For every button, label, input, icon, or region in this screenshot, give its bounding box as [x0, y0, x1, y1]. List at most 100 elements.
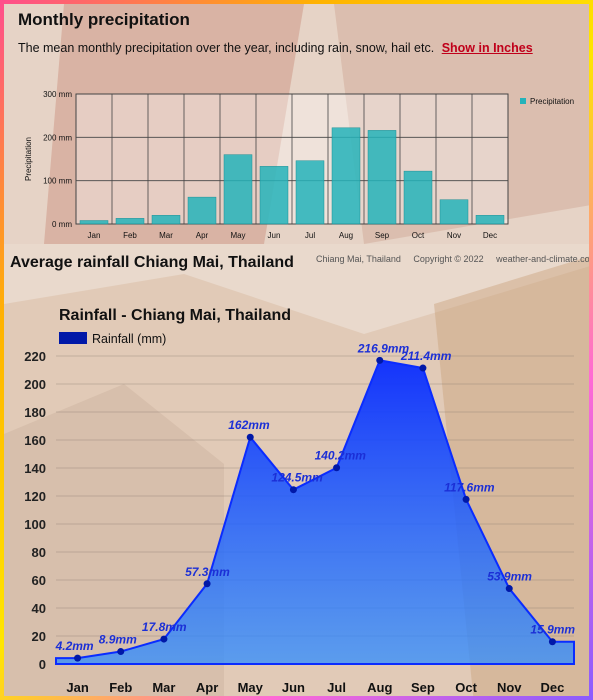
chart1-y-ticks: 0 mm 100 mm 200 mm 300 mm — [43, 90, 72, 229]
chart2-x-tick-label: Dec — [540, 680, 564, 695]
chart1-bar-dec — [475, 215, 505, 225]
chart1-bar-mar — [151, 215, 181, 225]
chart2-y-tick-label: 160 — [24, 433, 46, 448]
chart1-bar-sep — [367, 130, 397, 225]
chart1-x-tick-label: May — [230, 231, 245, 240]
chart2-y-ticks: 0 20 40 60 80 100 120 140 160 180 200 220 — [24, 349, 46, 672]
chart2-point-nov — [505, 585, 513, 593]
chart1-x-tick-label: Feb — [123, 231, 137, 240]
chart2-y-tick-label: 0 — [39, 657, 46, 672]
chart1-bar-jan — [79, 220, 109, 225]
chart2-y-tick-label: 200 — [24, 377, 46, 392]
chart2-data-label: 57.3mm — [185, 565, 230, 579]
chart2-data-label: 17.8mm — [142, 620, 187, 634]
chart2-y-tick-label: 80 — [32, 545, 46, 560]
chart1-bar-jul — [295, 160, 325, 225]
chart2-point-feb — [117, 648, 125, 656]
chart1-y-tick-label: 300 mm — [43, 90, 72, 99]
chart2-x-tick-label: Jul — [327, 680, 346, 695]
chart1-x-tick-label: Sep — [375, 231, 390, 240]
chart2-data-label: 211.4mm — [400, 349, 452, 363]
chart2-area — [55, 359, 575, 665]
chart1-bar-jun — [259, 166, 289, 225]
chart2-y-tick-label: 100 — [24, 517, 46, 532]
page-title: Monthly precipitation — [18, 10, 190, 29]
chart1-x-ticks: Jan Feb Mar Apr May Jun Jul Aug Sep Oct Nov Dec — [88, 231, 498, 240]
chart2-data-label: 4.2mm — [55, 639, 94, 653]
chart2-data-label: 162mm — [228, 418, 270, 432]
chart1-x-tick-label: Apr — [196, 231, 209, 240]
chart2-y-tick-label: 220 — [24, 349, 46, 364]
chart2-point-jul — [333, 464, 341, 472]
chart1-y-axis-label: Precipitation — [24, 137, 33, 181]
chart2-point-apr — [203, 580, 211, 588]
chart2-legend-swatch — [59, 332, 87, 344]
chart1-bar-may — [223, 154, 253, 225]
chart2-data-label: 117.6mm — [444, 480, 495, 494]
chart2-data-label: 216.9mm — [357, 341, 410, 355]
chart2-point-jan — [74, 654, 82, 662]
chart1-y-tick-label: 0 mm — [52, 220, 72, 229]
chart2-point-jun — [289, 486, 297, 494]
chart2-x-tick-label: Feb — [109, 680, 132, 695]
chart2-x-ticks: Jan Feb Mar Apr May Jun Jul Aug Sep Oct Nov Dec — [66, 680, 564, 695]
description-text: The mean monthly precipitation over the … — [18, 41, 533, 55]
chart2-legend-label: Rainfall (mm) — [92, 332, 166, 346]
chart2-data-label: 8.9mm — [99, 633, 137, 647]
precipitation-bar-chart: 0 mm 100 mm 200 mm 300 mm Jan Feb Mar Apr May Ju… — [24, 90, 574, 240]
chart1-legend-label: Precipitation — [530, 97, 574, 106]
chart2-x-tick-label: May — [238, 680, 264, 695]
credit-site[interactable]: weather-and-climate.com — [496, 254, 593, 264]
chart2-point-aug — [376, 356, 384, 364]
chart2-data-label: 124.5mm — [271, 471, 323, 485]
chart1-legend-swatch — [520, 98, 526, 104]
chart1-bar-apr — [187, 196, 217, 225]
chart1-y-tick-label: 200 mm — [43, 133, 72, 142]
chart2-data-labels: 4.2mm 8.9mm 17.8mm 57.3mm 162mm 124.5mm 140.2m… — [55, 341, 576, 653]
chart1-x-tick-label: Aug — [339, 231, 353, 240]
credit-copyright: Copyright © 2022 — [413, 254, 484, 264]
section-title: Average rainfall Chiang Mai, Thailand — [10, 254, 294, 271]
chart2-x-tick-label: Jan — [66, 680, 88, 695]
chart2-x-tick-label: Nov — [497, 680, 522, 695]
chart2-point-oct — [462, 495, 470, 503]
chart2-x-tick-label: Mar — [152, 680, 175, 695]
chart1-x-tick-label: Dec — [483, 231, 497, 240]
chart2-x-tick-label: Jun — [282, 680, 305, 695]
chart1-grid — [76, 93, 508, 225]
chart2-x-tick-label: Apr — [196, 680, 218, 695]
chart1-y-tick-label: 100 mm — [43, 177, 72, 186]
chart2-x-tick-label: Oct — [455, 680, 477, 695]
chart2-x-tick-label: Sep — [411, 680, 435, 695]
chart1-x-tick-label: Jun — [268, 231, 281, 240]
chart2-y-tick-label: 120 — [24, 489, 46, 504]
chart2-data-label: 15.9mm — [530, 623, 575, 637]
chart-credit: Chiang Mai, Thailand Copyright © 2022 we… — [316, 254, 593, 264]
chart2-y-tick-label: 20 — [32, 629, 46, 644]
chart1-bar-aug — [331, 127, 361, 225]
chart2-point-sep — [419, 364, 427, 372]
chart2-data-label: 140.2mm — [315, 449, 367, 463]
chart1-x-tick-label: Nov — [447, 231, 461, 240]
rainfall-area-chart: Rainfall - Chiang Mai, Thailand Rainfall… — [24, 307, 576, 695]
chart1-x-tick-label: Jul — [305, 231, 315, 240]
chart2-y-tick-label: 60 — [32, 573, 46, 588]
chart1-bar-oct — [403, 170, 433, 225]
chart1-bars — [79, 127, 505, 225]
chart2-point-dec — [548, 638, 556, 646]
chart2-data-label: 53.9mm — [487, 570, 532, 584]
description-body: The mean monthly precipitation over the … — [18, 41, 435, 55]
chart1-x-tick-label: Mar — [159, 231, 173, 240]
chart2-y-tick-label: 180 — [24, 405, 46, 420]
chart2-y-tick-label: 140 — [24, 461, 46, 476]
chart1-bar-feb — [115, 218, 145, 225]
show-in-inches-link[interactable]: Show in Inches — [441, 41, 533, 55]
credit-location: Chiang Mai, Thailand — [316, 254, 401, 264]
chart1-bar-nov — [439, 199, 469, 225]
chart2-x-tick-label: Aug — [367, 680, 392, 695]
background-photo — [4, 4, 589, 696]
chart2-points — [74, 356, 556, 662]
chart1-x-tick-label: Oct — [412, 231, 425, 240]
chart2-title: Rainfall - Chiang Mai, Thailand — [59, 307, 291, 324]
